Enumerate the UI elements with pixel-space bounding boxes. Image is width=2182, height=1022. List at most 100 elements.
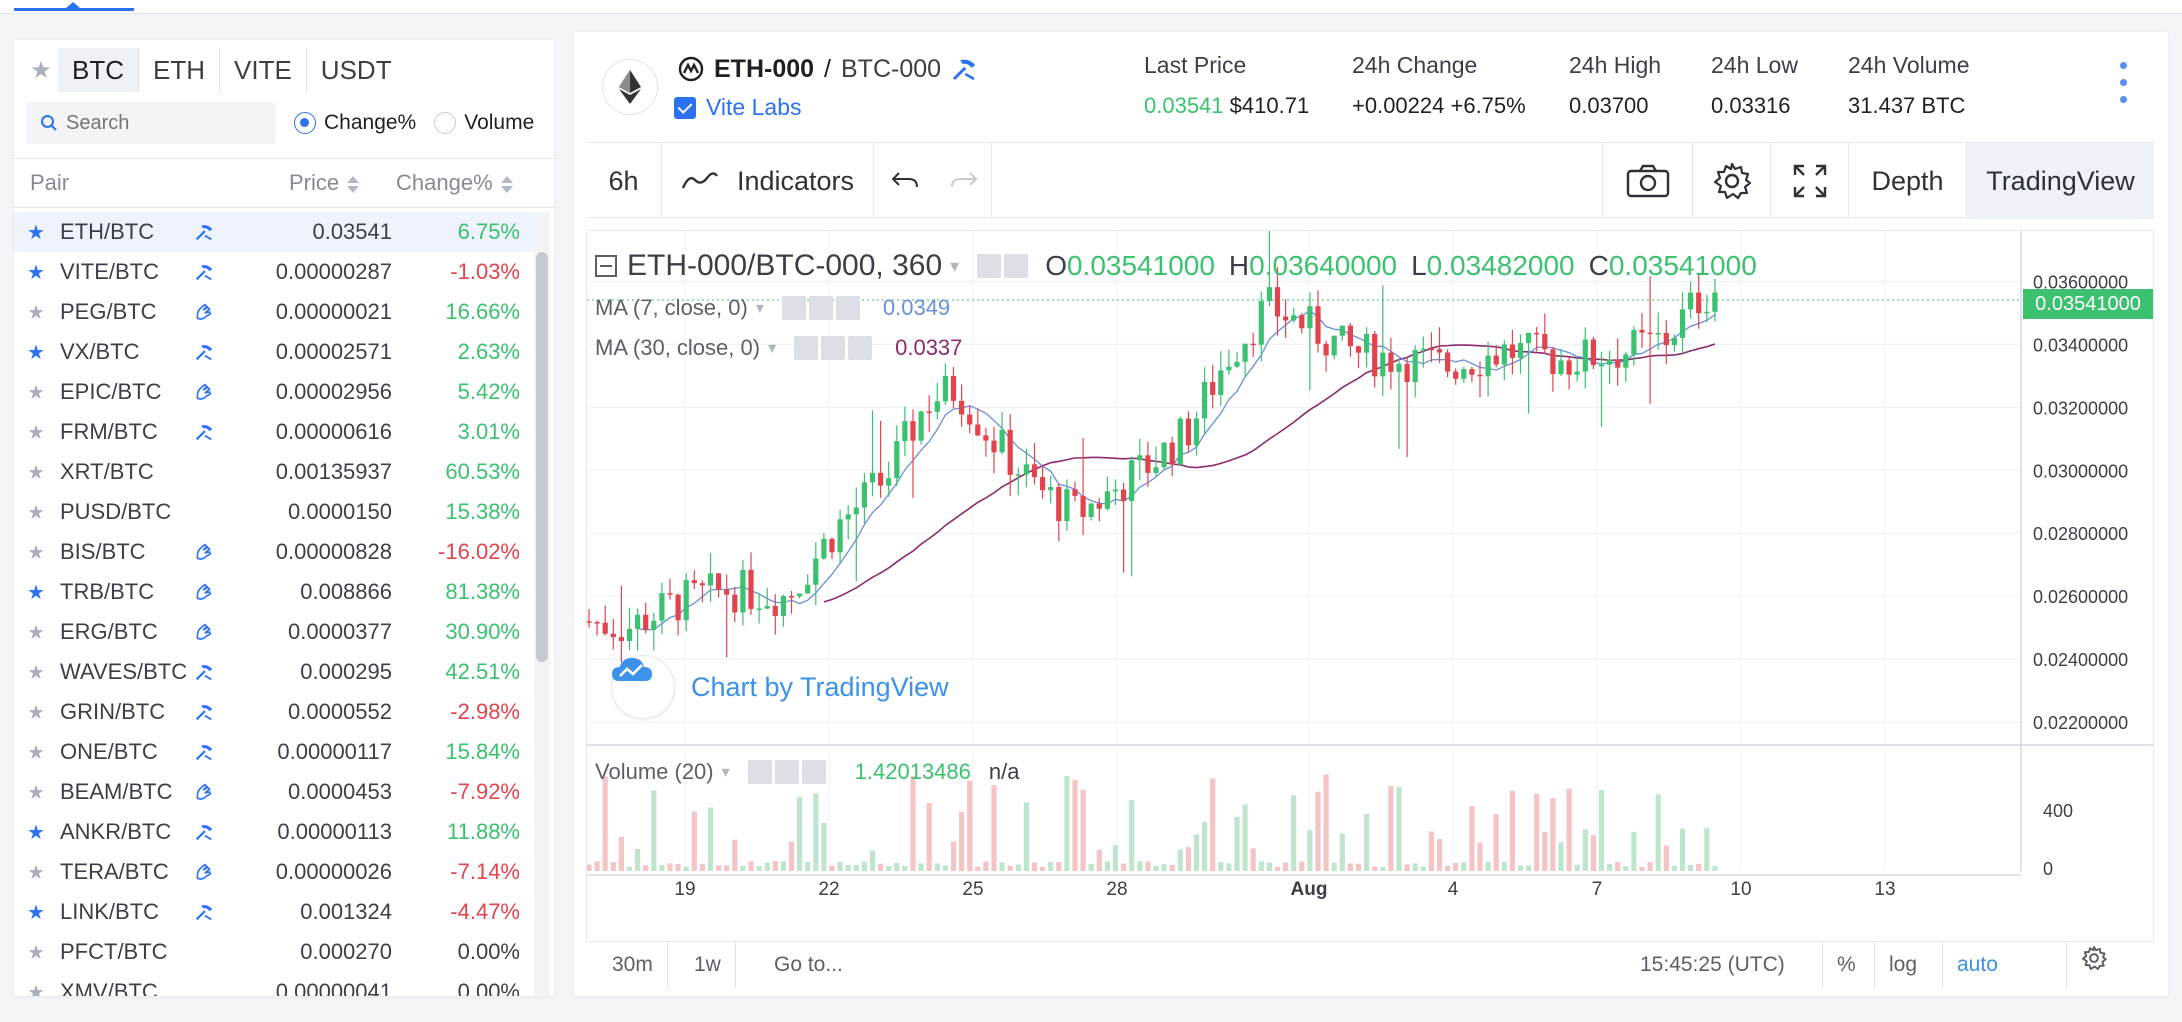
favorite-star-icon[interactable]: ★: [27, 741, 45, 764]
auto-scale-toggle[interactable]: auto: [1942, 942, 2012, 988]
list-item[interactable]: ★ ERG/BTC 0.0000377 30.90%: [14, 612, 534, 652]
tradingview-credit[interactable]: Chart by TradingView: [611, 655, 949, 719]
close-icon[interactable]: [835, 296, 860, 320]
issuer-link[interactable]: Vite Labs: [674, 94, 801, 121]
favorite-star-icon[interactable]: ★: [27, 261, 45, 284]
search-box[interactable]: [26, 102, 276, 144]
ma7-label[interactable]: MA (7, close, 0): [595, 295, 748, 320]
undo-button[interactable]: [874, 143, 936, 219]
favorite-star-icon[interactable]: ★: [27, 781, 45, 804]
list-item[interactable]: ★ BEAM/BTC 0.0000453 -7.92%: [14, 772, 534, 812]
list-item[interactable]: ★ TRB/BTC 0.008866 81.38%: [14, 572, 534, 612]
search-input[interactable]: [66, 111, 266, 135]
depth-view-button[interactable]: Depth: [1848, 143, 1966, 219]
radio-checked[interactable]: [294, 112, 316, 134]
indicators-button[interactable]: Indicators: [662, 143, 874, 219]
favorite-star-icon[interactable]: ★: [27, 821, 45, 844]
tab-eth[interactable]: ETH: [139, 48, 220, 92]
price-chart[interactable]: 0.03600000 0.03400000 0.03200000 0.03000000…: [586, 230, 2154, 942]
favorite-star-icon[interactable]: ★: [27, 701, 45, 724]
eye-icon[interactable]: [781, 296, 806, 320]
range-30m[interactable]: 30m: [598, 942, 668, 988]
range-1w[interactable]: 1w: [680, 942, 736, 988]
fullscreen-button[interactable]: [1770, 143, 1848, 219]
favorite-star-icon[interactable]: ★: [27, 301, 45, 324]
list-item[interactable]: ★ TERA/BTC 0.00000026 -7.14%: [14, 852, 534, 892]
gear-icon[interactable]: [808, 296, 833, 320]
list-item[interactable]: ★ ETH/BTC 0.03541 6.75%: [14, 212, 534, 252]
favorite-star-icon[interactable]: ★: [27, 421, 45, 444]
screenshot-button[interactable]: [1602, 143, 1692, 219]
favorite-star-icon[interactable]: ★: [27, 581, 45, 604]
volume-tools[interactable]: [747, 760, 829, 784]
list-item[interactable]: ★ LINK/BTC 0.001324 -4.47%: [14, 892, 534, 932]
settings-button[interactable]: [1692, 143, 1770, 219]
redo-button[interactable]: [936, 143, 992, 219]
list-item[interactable]: ★ FRM/BTC 0.00000616 3.01%: [14, 412, 534, 452]
favorite-star-icon[interactable]: ★: [27, 981, 45, 997]
favorite-star-icon[interactable]: ★: [27, 621, 45, 644]
favorites-star-icon[interactable]: ★: [30, 56, 52, 84]
scrollbar-thumb[interactable]: [536, 252, 548, 662]
gear-icon[interactable]: [774, 760, 799, 784]
list-item[interactable]: ★ XMV/BTC 0.00000041 0.00%: [14, 972, 534, 996]
favorite-star-icon[interactable]: ★: [27, 381, 45, 404]
utc-clock[interactable]: 15:45:25 (UTC): [1640, 953, 1785, 976]
tab-vite[interactable]: VITE: [220, 48, 307, 92]
favorite-star-icon[interactable]: ★: [27, 541, 45, 564]
log-scale-toggle[interactable]: log: [1874, 942, 1931, 988]
favorite-star-icon[interactable]: ★: [27, 501, 45, 524]
col-change-sort[interactable]: Change%: [396, 170, 513, 196]
sort-change-radio[interactable]: Change%: [294, 111, 416, 135]
eye-icon[interactable]: [747, 760, 772, 784]
gear-icon[interactable]: [821, 336, 846, 360]
list-item[interactable]: ★ BIS/BTC 0.00000828 -16.02%: [14, 532, 534, 572]
list-item[interactable]: ★ PEG/BTC 0.00000021 16.66%: [14, 292, 534, 332]
chart-canvas[interactable]: 0.03600000 0.03400000 0.03200000 0.03000000…: [587, 231, 2154, 942]
ma7-tools[interactable]: [781, 296, 863, 320]
chart-settings-icon[interactable]: [2066, 942, 2121, 988]
list-item[interactable]: ★ VITE/BTC 0.00000287 -1.03%: [14, 252, 534, 292]
favorite-star-icon[interactable]: ★: [27, 461, 45, 484]
list-item[interactable]: ★ GRIN/BTC 0.0000552 -2.98%: [14, 692, 534, 732]
dropdown-caret-icon[interactable]: ▾: [950, 255, 960, 276]
list-item[interactable]: ★ XRT/BTC 0.00135937 60.53%: [14, 452, 534, 492]
favorite-star-icon[interactable]: ★: [27, 221, 45, 244]
goto-date-button[interactable]: Go to...: [774, 953, 843, 976]
dropdown-caret-icon[interactable]: ▾: [755, 300, 764, 317]
close-icon[interactable]: [848, 336, 873, 360]
interval-button[interactable]: 6h: [586, 143, 662, 219]
sort-volume-radio[interactable]: Volume: [434, 111, 534, 135]
list-item[interactable]: ★ WAVES/BTC 0.000295 42.51%: [14, 652, 534, 692]
more-menu-icon[interactable]: [2120, 62, 2128, 113]
collapse-legend-icon[interactable]: [595, 255, 617, 277]
favorite-star-icon[interactable]: ★: [27, 901, 45, 924]
eye-icon[interactable]: [977, 254, 1002, 278]
ma30-label[interactable]: MA (30, close, 0): [595, 335, 761, 360]
favorite-star-icon[interactable]: ★: [27, 661, 45, 684]
list-item[interactable]: ★ EPIC/BTC 0.00002956 5.42%: [14, 372, 534, 412]
tab-btc[interactable]: BTC: [58, 48, 139, 92]
legend-tools[interactable]: [977, 254, 1031, 278]
favorite-star-icon[interactable]: ★: [27, 941, 45, 964]
dropdown-caret-icon[interactable]: ▾: [721, 764, 730, 781]
volume-label[interactable]: Volume (20): [595, 759, 714, 784]
percent-scale-toggle[interactable]: %: [1822, 942, 1870, 988]
col-price-sort[interactable]: Price: [289, 170, 360, 196]
tab-usdt[interactable]: USDT: [320, 55, 392, 85]
list-item[interactable]: ★ VX/BTC 0.00002571 2.63%: [14, 332, 534, 372]
tradingview-view-button[interactable]: TradingView: [1966, 143, 2154, 219]
list-item[interactable]: ★ ANKR/BTC 0.00000113 11.88%: [14, 812, 534, 852]
close-icon[interactable]: [801, 760, 826, 784]
eye-icon[interactable]: [794, 336, 819, 360]
list-item[interactable]: ★ ONE/BTC 0.00000117 15.84%: [14, 732, 534, 772]
radio-unchecked[interactable]: [434, 112, 457, 134]
chart-symbol-title[interactable]: ETH-000/BTC-000, 360: [627, 249, 943, 282]
dropdown-caret-icon[interactable]: ▾: [768, 340, 777, 357]
favorite-star-icon[interactable]: ★: [27, 861, 45, 884]
list-item[interactable]: ★ PFCT/BTC 0.000270 0.00%: [14, 932, 534, 972]
favorite-star-icon[interactable]: ★: [27, 341, 45, 364]
gear-icon[interactable]: [1004, 254, 1029, 278]
list-scrollbar[interactable]: [534, 212, 550, 996]
ma30-tools[interactable]: [794, 336, 875, 360]
